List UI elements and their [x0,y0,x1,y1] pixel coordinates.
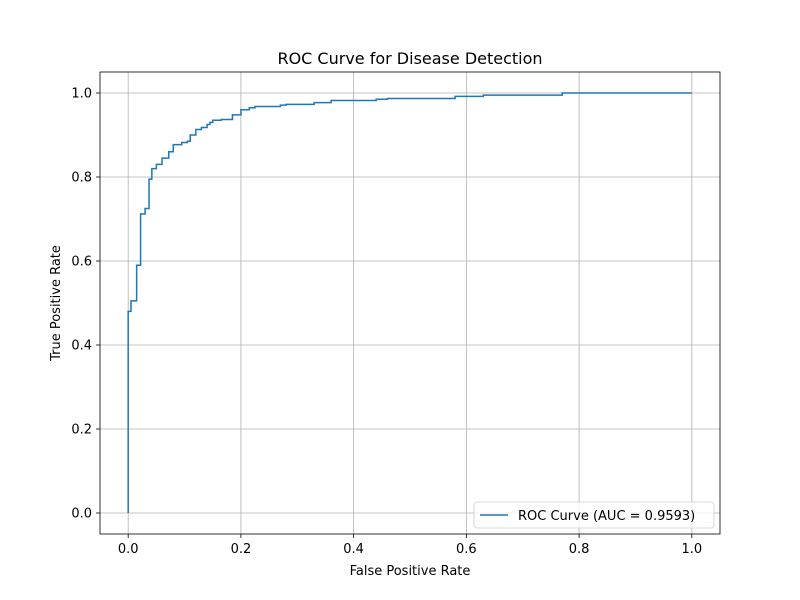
x-tick-label: 0.2 [231,542,252,557]
axes-frame [99,71,721,535]
y-tick-label: 0.2 [71,423,92,438]
legend: ROC Curve (AUC = 0.9593) [473,501,715,529]
roc-curve-line [127,92,692,513]
y-tick-label: 0.0 [71,507,92,522]
y-axis-label: True Positive Rate [49,245,64,362]
legend-label: ROC Curve (AUC = 0.9593) [518,509,695,524]
y-tick-label: 0.4 [71,339,92,354]
x-tick-label: 1.0 [681,542,702,557]
grid-lines [100,72,720,534]
y-tick-label: 0.6 [71,255,92,270]
y-tick-label: 1.0 [71,87,92,102]
y-tick-label: 0.8 [71,171,92,186]
x-axis-label: False Positive Rate [350,564,471,579]
x-tick-label: 0.4 [343,542,364,557]
x-tick-label: 0.0 [118,542,139,557]
legend-box [473,501,715,529]
axis-ticks: 0.0 0.2 0.4 0.6 0.8 1.0 0.0 0.2 0.4 0.6 0.8 1.0 [71,87,702,558]
chart-title: ROC Curve for Disease Detection [277,49,542,68]
x-tick-label: 0.8 [569,542,590,557]
series-layer [127,92,692,513]
x-tick-label: 0.6 [456,542,477,557]
